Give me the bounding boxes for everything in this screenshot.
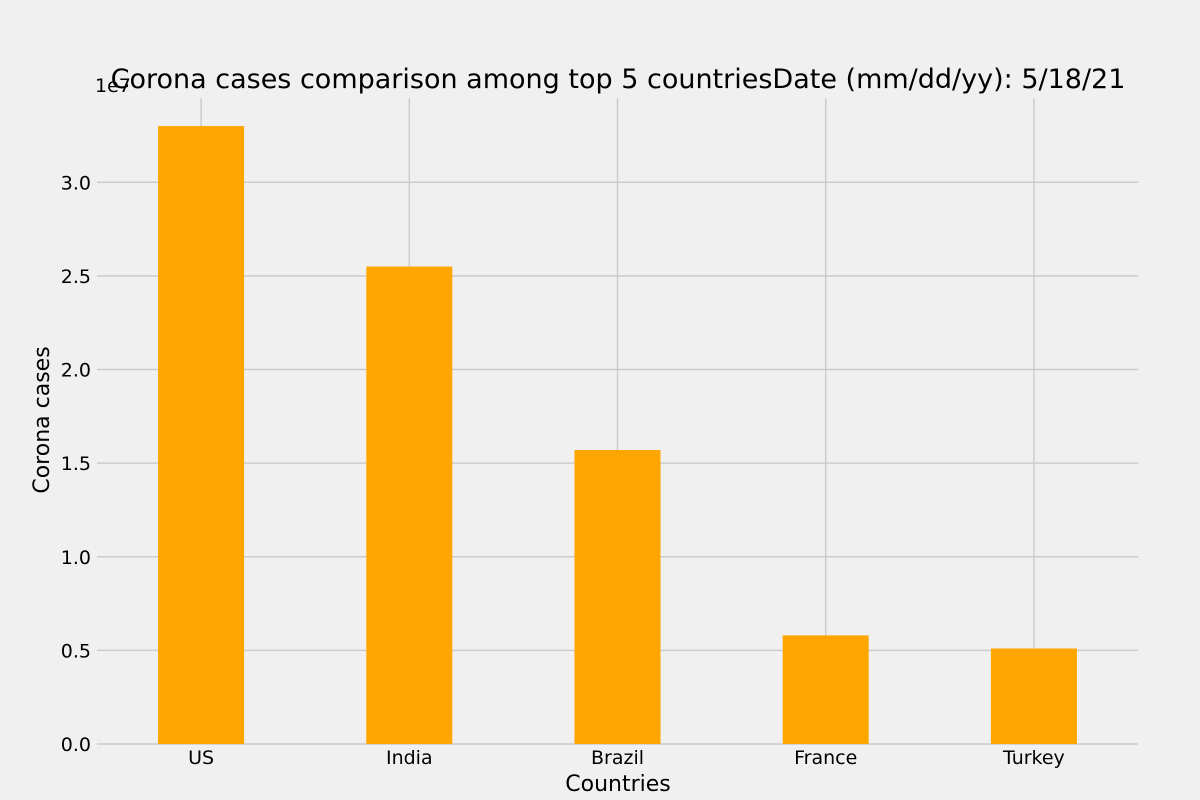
y-tick-label: 1.5 <box>61 453 91 475</box>
bar-turkey <box>990 648 1077 744</box>
bar-france <box>782 635 869 744</box>
grid-layer <box>97 98 1138 745</box>
x-axis-title: Countries <box>565 772 671 797</box>
x-tick-label: Brazil <box>591 747 644 769</box>
bar-india <box>366 266 453 744</box>
chart-title: Corona cases comparison among top 5 coun… <box>111 64 1126 95</box>
y-tick-label: 1.0 <box>61 547 91 569</box>
x-tick-label: US <box>188 747 214 769</box>
y-tick-label: 3.0 <box>61 172 91 194</box>
x-tick-label: Turkey <box>1002 747 1065 769</box>
y-axis-title: Corona cases <box>30 346 55 493</box>
y-tick-label: 2.5 <box>61 266 91 288</box>
x-tick-label: India <box>386 747 433 769</box>
y-tick-label: 0.0 <box>61 734 91 756</box>
y-tick-label: 0.5 <box>61 640 91 662</box>
tick-layer: 0.0 0.5 1.0 1.5 2.0 2.5 3.0 US India Brazil France… <box>61 172 1065 769</box>
bar-brazil <box>574 450 661 744</box>
y-tick-label: 2.0 <box>61 360 91 382</box>
bar-layer <box>158 126 1077 744</box>
y-axis-offset-label: 1e7 <box>95 75 131 97</box>
x-tick-label: France <box>794 747 857 769</box>
bar-us <box>158 126 245 744</box>
